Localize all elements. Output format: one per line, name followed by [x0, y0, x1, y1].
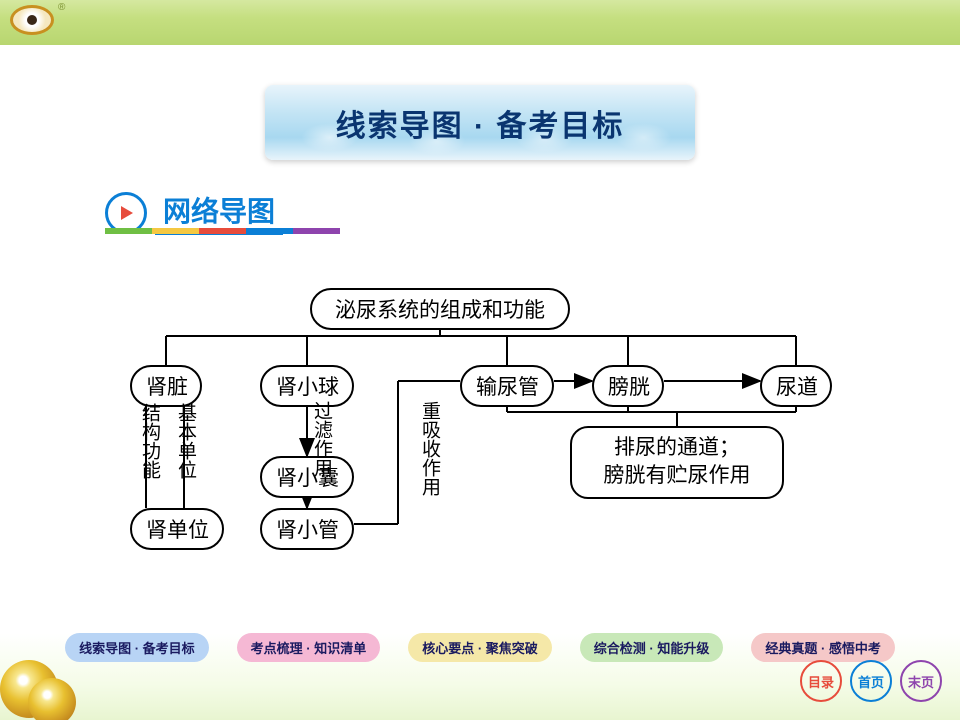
vlabel-0: 结构功能	[136, 403, 163, 479]
node-root: 泌尿系统的组成和功能	[310, 288, 570, 330]
rainbow-underline	[105, 228, 340, 234]
node-glomerulus: 肾小球	[260, 365, 354, 407]
node-note: 排尿的通道； 膀胱有贮尿作用	[570, 426, 784, 499]
node-tubule: 肾小管	[260, 508, 354, 550]
nav-pills: 线索导图 · 备考目标考点梳理 · 知识清单核心要点 · 聚焦突破综合检测 · …	[0, 633, 960, 662]
nav-pill-4[interactable]: 经典真题 · 感悟中考	[751, 633, 895, 662]
flowchart: 泌尿系统的组成和功能肾脏 肾小球 输尿管膀胱 尿道肾小囊肾单位肾小管 排尿的通道； 膀胱…	[90, 270, 870, 570]
node-bladder: 膀胱	[592, 365, 664, 407]
top-bar: ®	[0, 0, 960, 48]
vlabel-2: 过滤作用	[308, 401, 335, 477]
node-kidney: 肾脏	[130, 365, 202, 407]
nav-pill-1[interactable]: 考点梳理 · 知识清单	[237, 633, 381, 662]
vlabel-3: 重吸收作用	[416, 401, 443, 496]
node-urethra: 尿道	[760, 365, 832, 407]
vlabel-1: 基本单位	[172, 403, 199, 479]
footer-btn-2[interactable]: 末页	[900, 660, 942, 702]
logo-icon	[8, 2, 56, 38]
title-banner: 线索导图 · 备考目标	[265, 85, 695, 160]
nav-pill-3[interactable]: 综合检测 · 知能升级	[580, 633, 724, 662]
node-nephron: 肾单位	[130, 508, 224, 550]
node-ureter: 输尿管	[460, 365, 554, 407]
footer-buttons: 目录首页末页	[800, 660, 942, 702]
slide: ® 线索导图 · 备考目标 网络导图 泌尿系统的组成和功能肾脏肾小球输尿管膀胱尿…	[0, 0, 960, 720]
page-title: 线索导图 · 备考目标	[336, 101, 625, 145]
footer-btn-0[interactable]: 目录	[800, 660, 842, 702]
node-capsule: 肾小囊	[260, 456, 354, 498]
footer-btn-1[interactable]: 首页	[850, 660, 892, 702]
disc-decoration	[0, 650, 90, 720]
reg-mark: ®	[58, 2, 65, 13]
nav-pill-2[interactable]: 核心要点 · 聚焦突破	[408, 633, 552, 662]
